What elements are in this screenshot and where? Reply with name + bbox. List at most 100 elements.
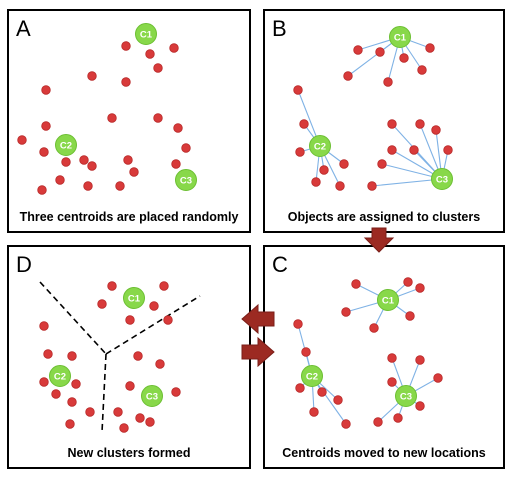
data-point-icon [159,281,169,291]
data-point-icon [377,159,387,169]
data-point-icon [383,77,393,87]
data-point-icon [433,373,443,383]
data-points [17,41,453,433]
data-point-icon [107,281,117,291]
data-point-icon [171,387,181,397]
data-point-icon [299,119,309,129]
cluster-boundaries [39,281,201,433]
data-point-icon [125,315,135,325]
centroid-label: C1 [394,32,407,43]
panel-c-letter: C [272,252,288,277]
data-point-icon [39,321,49,331]
data-point-icon [39,147,49,157]
data-point-icon [135,413,145,423]
data-point-icon [373,417,383,427]
panel-d-caption: New clusters formed [68,446,191,460]
panel-b-frame [263,9,505,233]
data-point-icon [71,379,81,389]
data-point-icon [367,181,377,191]
data-point-icon [43,349,53,359]
panel-a-frame [7,9,251,233]
panel-c-caption: Centroids moved to new locations [282,446,486,460]
centroid-label: C1 [140,29,153,40]
panel-d-letter: D [16,252,32,277]
data-point-icon [121,41,131,51]
data-point-icon [51,389,61,399]
data-point-icon [145,49,155,59]
centroid-label: C3 [146,391,158,402]
data-point-icon [153,113,163,123]
centroid-c1-b: C1 [389,26,411,48]
centroid-icon [309,135,331,157]
centroid-c2-b: C2 [309,135,331,157]
centroid-label: C1 [128,293,141,304]
arrow-down-icon [363,227,395,253]
arrow-left-icon [241,303,275,335]
centroid-c3-d: C3 [141,385,163,407]
centroid-icon [55,134,77,156]
centroid-icon [431,168,453,190]
assignment-link [371,178,443,187]
panel-b-caption: Objects are assigned to clusters [288,210,480,224]
data-point-icon [351,279,361,289]
data-point-icon [293,85,303,95]
data-point-icon [341,419,351,429]
data-point-icon [387,145,397,155]
data-point-icon [425,43,435,53]
centroid-c2-a: C2 [55,134,77,156]
data-point-icon [119,423,129,433]
data-point-icon [97,299,107,309]
data-point-icon [123,155,133,165]
data-point-icon [317,387,327,397]
data-point-icon [83,181,93,191]
centroid-icon [395,385,417,407]
data-point-icon [353,45,363,55]
data-point-icon [169,43,179,53]
data-point-icon [431,125,441,135]
data-point-icon [399,53,409,63]
data-point-icon [293,319,303,329]
data-point-icon [87,161,97,171]
data-point-icon [41,121,51,131]
centroid-label: C2 [314,141,326,152]
panel-a-caption: Three centroids are placed randomly [20,210,239,224]
data-point-icon [311,177,321,187]
centroid-icon [301,365,323,387]
data-point-icon [107,113,117,123]
data-point-icon [145,417,155,427]
data-point-icon [79,155,89,165]
data-point-icon [335,181,345,191]
centroid-icon [377,289,399,311]
panel-c-frame [263,245,505,469]
centroid-label: C2 [60,140,72,151]
data-point-icon [415,401,425,411]
centroid-c1-a: C1 [135,23,157,45]
panel-b-letter: B [272,16,287,41]
data-point-icon [155,359,165,369]
centroid-label: C1 [382,295,395,306]
data-point-icon [415,283,425,293]
data-point-icon [319,165,329,175]
data-point-icon [39,377,49,387]
data-point-icon [309,407,319,417]
centroid-icon [123,287,145,309]
data-point-icon [17,135,27,145]
data-point-icon [405,311,415,321]
data-point-icon [295,147,305,157]
centroid-c1-c: C1 [377,289,399,311]
data-point-icon [115,181,125,191]
data-point-icon [343,71,353,81]
centroid-c2-c: C2 [301,365,323,387]
data-point-icon [417,65,427,75]
data-point-icon [65,419,75,429]
data-point-icon [113,407,123,417]
boundary-line [105,295,201,355]
panel-d-frame [7,245,251,469]
panel-a-letter: A [16,16,31,41]
data-point-icon [387,353,397,363]
data-point-icon [87,71,97,81]
data-point-icon [37,185,47,195]
centroid-icon [49,365,71,387]
centroid-icon [141,385,163,407]
